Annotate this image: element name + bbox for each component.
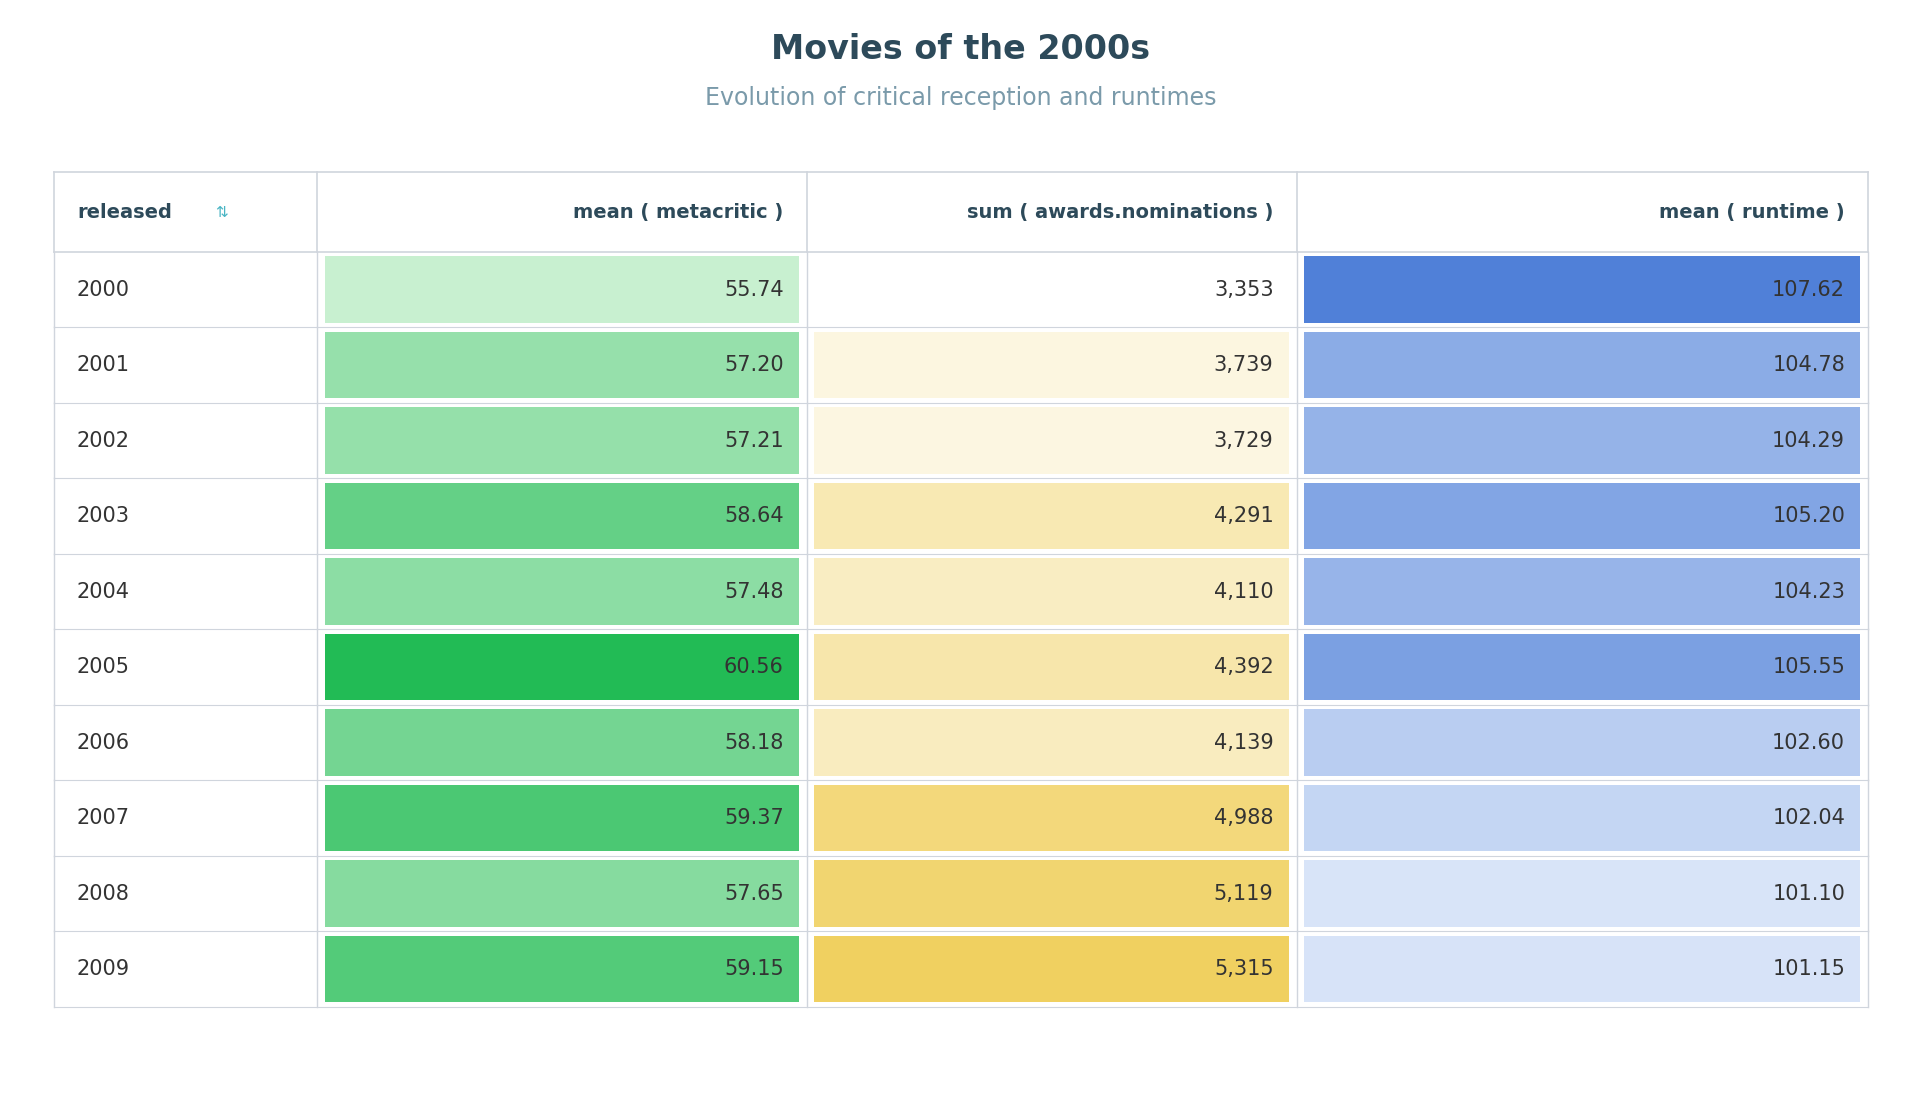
Text: 2001: 2001 <box>77 355 131 375</box>
Text: 58.18: 58.18 <box>725 733 784 753</box>
Text: 105.20: 105.20 <box>1772 506 1845 526</box>
Text: 59.15: 59.15 <box>725 959 784 979</box>
Bar <box>325 483 800 549</box>
Text: 104.78: 104.78 <box>1772 355 1845 375</box>
Text: 3,739: 3,739 <box>1215 355 1274 375</box>
Bar <box>815 634 1290 700</box>
Bar <box>815 936 1290 1002</box>
Bar <box>815 709 1290 776</box>
Text: 2005: 2005 <box>77 657 131 677</box>
Bar <box>1305 860 1860 927</box>
Text: 4,110: 4,110 <box>1215 582 1274 602</box>
Text: mean ( metacritic ): mean ( metacritic ) <box>573 202 784 222</box>
Text: mean ( runtime ): mean ( runtime ) <box>1659 202 1845 222</box>
Bar <box>325 709 800 776</box>
Text: 105.55: 105.55 <box>1772 657 1845 677</box>
Bar <box>1305 634 1860 700</box>
Text: 2003: 2003 <box>77 506 131 526</box>
Text: 104.23: 104.23 <box>1772 582 1845 602</box>
Text: 59.37: 59.37 <box>725 808 784 828</box>
Text: sum ( awards.nominations ): sum ( awards.nominations ) <box>967 202 1274 222</box>
Text: 60.56: 60.56 <box>725 657 784 677</box>
Bar <box>1305 332 1860 398</box>
Text: 57.21: 57.21 <box>725 431 784 451</box>
Bar <box>325 256 800 323</box>
Bar <box>1305 558 1860 625</box>
Text: Movies of the 2000s: Movies of the 2000s <box>771 33 1151 67</box>
Bar <box>325 407 800 474</box>
Text: 57.65: 57.65 <box>725 884 784 904</box>
Text: 5,315: 5,315 <box>1215 959 1274 979</box>
Bar <box>325 860 800 927</box>
Text: 2002: 2002 <box>77 431 131 451</box>
Text: 101.10: 101.10 <box>1772 884 1845 904</box>
Text: 55.74: 55.74 <box>725 280 784 300</box>
Text: 104.29: 104.29 <box>1772 431 1845 451</box>
Bar <box>1305 709 1860 776</box>
Bar <box>815 332 1290 398</box>
Text: Evolution of critical reception and runtimes: Evolution of critical reception and runt… <box>705 85 1217 110</box>
Text: 3,729: 3,729 <box>1215 431 1274 451</box>
Text: 4,988: 4,988 <box>1215 808 1274 828</box>
Text: 102.60: 102.60 <box>1772 733 1845 753</box>
Text: 3,353: 3,353 <box>1215 280 1274 300</box>
Text: released: released <box>77 202 171 222</box>
Bar <box>1305 936 1860 1002</box>
Text: 2007: 2007 <box>77 808 131 828</box>
Text: 102.04: 102.04 <box>1772 808 1845 828</box>
Text: 58.64: 58.64 <box>725 506 784 526</box>
Text: 5,119: 5,119 <box>1215 884 1274 904</box>
Bar <box>815 256 1290 323</box>
Bar <box>815 860 1290 927</box>
Bar <box>1305 785 1860 851</box>
Bar <box>1305 407 1860 474</box>
Text: 4,139: 4,139 <box>1215 733 1274 753</box>
Bar <box>1305 483 1860 549</box>
Bar <box>325 634 800 700</box>
Text: 107.62: 107.62 <box>1772 280 1845 300</box>
Text: 101.15: 101.15 <box>1772 959 1845 979</box>
Text: 4,392: 4,392 <box>1215 657 1274 677</box>
Text: 2004: 2004 <box>77 582 131 602</box>
Bar <box>1305 256 1860 323</box>
Text: 57.48: 57.48 <box>725 582 784 602</box>
Bar <box>325 785 800 851</box>
Text: 57.20: 57.20 <box>725 355 784 375</box>
Text: 2000: 2000 <box>77 280 131 300</box>
Text: 2006: 2006 <box>77 733 131 753</box>
Bar <box>325 558 800 625</box>
Bar <box>815 558 1290 625</box>
Text: ⇅: ⇅ <box>215 204 229 220</box>
Bar <box>815 483 1290 549</box>
Bar <box>815 785 1290 851</box>
Text: 2008: 2008 <box>77 884 131 904</box>
Bar <box>325 936 800 1002</box>
Text: 4,291: 4,291 <box>1215 506 1274 526</box>
Text: 2009: 2009 <box>77 959 131 979</box>
Bar <box>325 332 800 398</box>
Bar <box>815 407 1290 474</box>
